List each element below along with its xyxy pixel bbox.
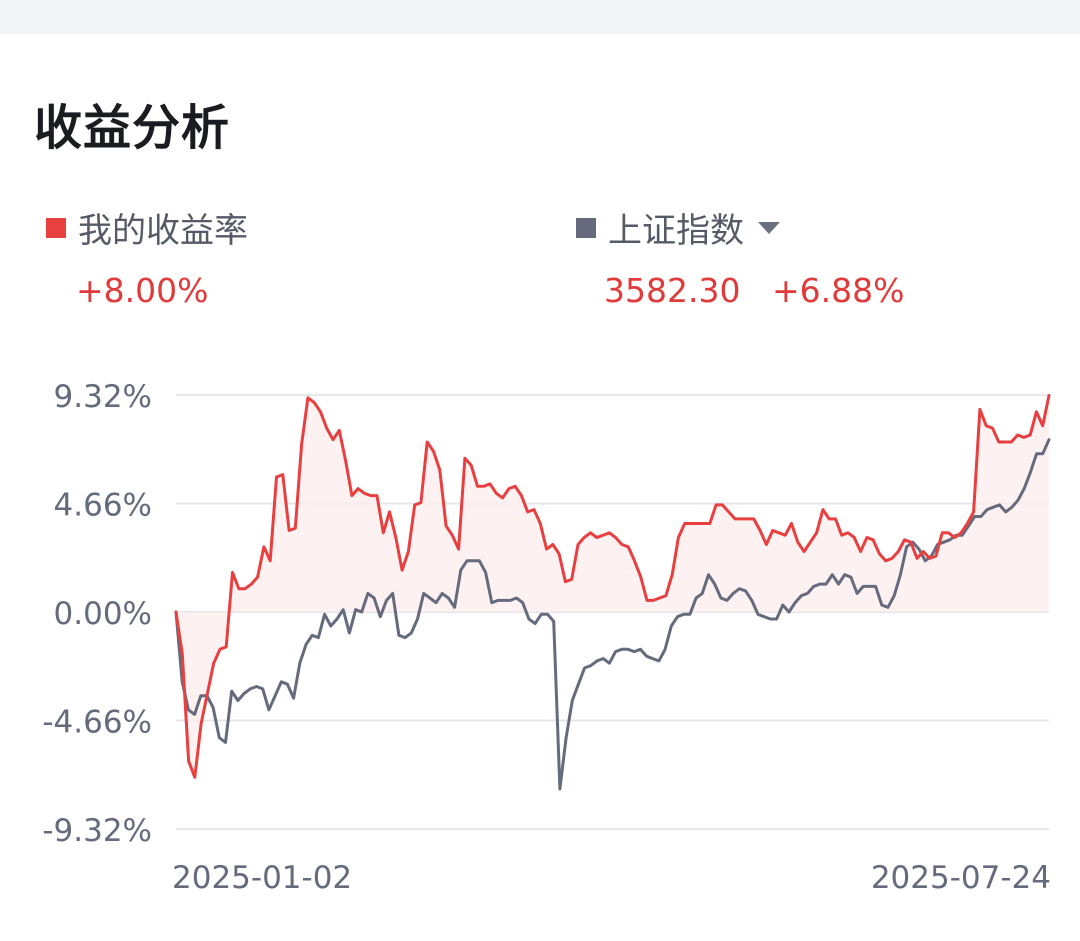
y-axis-ticks: 9.32% 4.66% 0.00% -4.66% -9.32% [42, 379, 152, 849]
series-line-index [174, 438, 1051, 791]
top-bar [0, 0, 1080, 34]
legend-my-return[interactable]: 我的收益率 [46, 203, 248, 252]
x-tick-label-end: 2025-07-24 [871, 860, 1051, 896]
caret-down-icon[interactable] [758, 221, 780, 234]
x-tick-label-start: 2025-01-02 [172, 860, 352, 896]
x-axis-ticks: 2025-01-02 2025-07-24 [172, 860, 1051, 896]
series-line-my-return [174, 394, 1051, 779]
series-layer [174, 394, 1051, 791]
page-title: 收益分析 [34, 100, 231, 156]
y-tick-label: 9.32% [54, 379, 152, 415]
y-tick-label: 4.66% [54, 488, 152, 524]
my-return-value: +8.00% [76, 271, 209, 310]
legend-my-return-label: 我的收益率 [78, 211, 248, 251]
legend-swatch-red [46, 217, 66, 238]
index-change: +6.88% [772, 271, 905, 310]
y-tick-label: -4.66% [42, 705, 152, 741]
series-area-fill [176, 395, 1049, 778]
index-price: 3582.30 [604, 271, 741, 310]
legend-index-selector[interactable]: 上证指数 [576, 203, 780, 252]
y-tick-label: -9.32% [42, 813, 152, 849]
legend-swatch-gray [576, 217, 596, 238]
legend-index-label: 上证指数 [608, 211, 744, 251]
y-tick-label: 0.00% [54, 596, 152, 632]
